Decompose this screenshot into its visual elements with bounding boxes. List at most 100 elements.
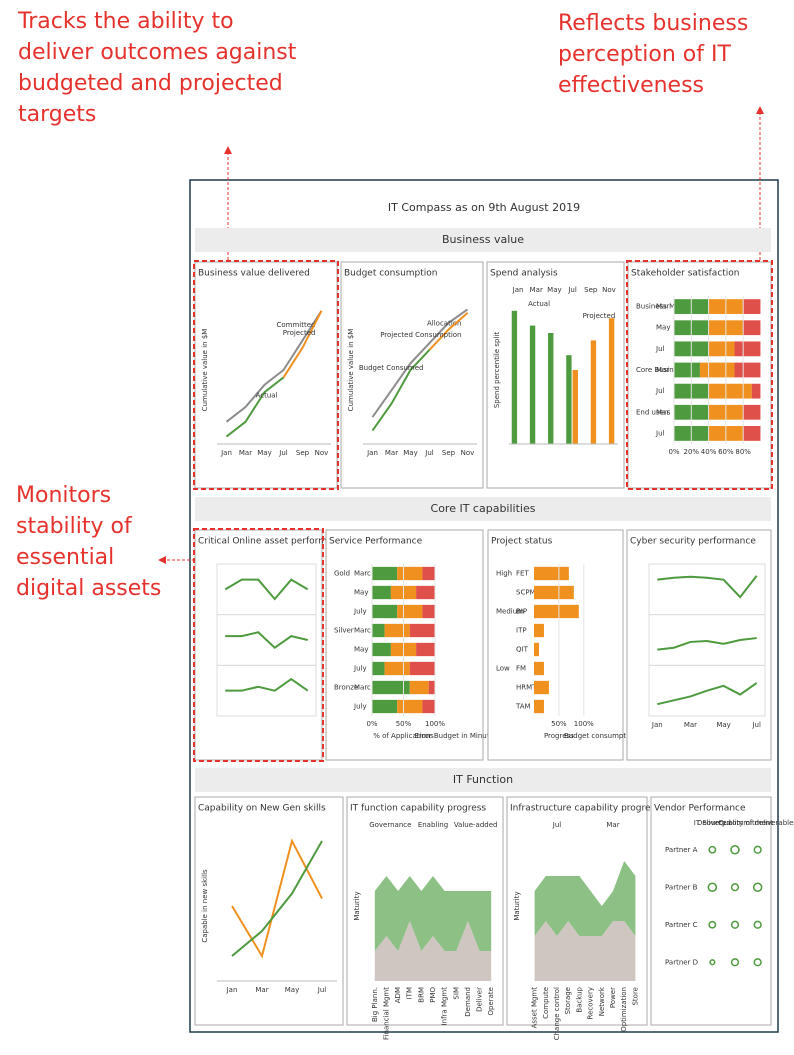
x-tick-label: Mar bbox=[530, 286, 543, 294]
column-header: IT Sourced bbox=[694, 819, 731, 827]
x-tick-label: Jul bbox=[278, 449, 288, 457]
y-label: Spend percentile split bbox=[493, 332, 501, 409]
row-label: FET bbox=[516, 570, 529, 578]
panel-title: Stakeholder satisfaction bbox=[631, 269, 740, 279]
area bbox=[534, 861, 636, 936]
x-tick-label: Sep bbox=[584, 286, 598, 294]
row-label: SCPM bbox=[516, 589, 536, 597]
subplot bbox=[216, 664, 317, 717]
panel-title: Vendor Performance bbox=[654, 804, 746, 814]
series-line bbox=[225, 310, 323, 423]
series-line bbox=[657, 682, 758, 706]
x-tick-label: Jul bbox=[751, 721, 761, 729]
row-label: Mar bbox=[656, 366, 669, 374]
dot bbox=[708, 845, 717, 854]
panel bbox=[340, 261, 484, 489]
x-tick-label: Nov bbox=[315, 449, 329, 457]
x-tick-label: May bbox=[403, 449, 417, 457]
x-tick-label: Nov bbox=[461, 449, 475, 457]
x-tick-label: Recovery bbox=[587, 987, 595, 1019]
x-tick-label: Mar bbox=[239, 449, 252, 457]
x-tick-label: 80% bbox=[735, 448, 751, 456]
panel-title: IT function capability progress bbox=[350, 804, 486, 814]
panel bbox=[486, 261, 625, 489]
dot bbox=[730, 958, 740, 967]
x-tick-label: May bbox=[716, 721, 730, 729]
annotation: digital assets bbox=[16, 576, 161, 601]
y-label: Capable in new skills bbox=[201, 869, 209, 943]
row-label: May bbox=[354, 646, 368, 654]
section-header bbox=[195, 497, 771, 521]
x-tick-label: Network bbox=[598, 986, 606, 1016]
x-label: Error Budget in Minutes bbox=[415, 732, 498, 740]
x-tick-label: Mar bbox=[684, 721, 697, 729]
bar-segment bbox=[699, 362, 735, 378]
x-tick-label: Jan bbox=[512, 286, 524, 294]
bar-segment bbox=[416, 585, 435, 600]
bar-segment bbox=[674, 362, 700, 378]
x-tick-label: Big Plann. bbox=[371, 987, 379, 1022]
row-label: July bbox=[353, 665, 367, 673]
group-label: Silver bbox=[334, 627, 354, 635]
bar-segment bbox=[409, 680, 429, 695]
series-label: Actual bbox=[256, 391, 278, 399]
panel-title: Business value delivered bbox=[198, 269, 310, 279]
x-tick-label: Mar bbox=[255, 986, 268, 994]
x-tick-label: ITM bbox=[406, 987, 414, 999]
panel bbox=[626, 529, 772, 761]
row-label: July bbox=[353, 608, 367, 616]
panel-title: Service Performance bbox=[329, 537, 423, 547]
x-tick-label: Demand bbox=[464, 987, 472, 1017]
dot bbox=[730, 845, 740, 855]
bar-segment bbox=[397, 566, 423, 581]
series-label: Allocation bbox=[427, 319, 462, 327]
series-line bbox=[231, 840, 323, 957]
bar bbox=[608, 318, 615, 444]
bar-segment bbox=[372, 680, 410, 695]
group-label: Business Mgmt bbox=[636, 303, 689, 311]
series-line bbox=[225, 631, 308, 650]
highlight-box bbox=[193, 528, 324, 762]
x-tick-label: Jul bbox=[317, 986, 327, 994]
bar-segment bbox=[743, 426, 761, 441]
series-label: Projected Consumption bbox=[380, 331, 461, 339]
row-label: TAM bbox=[515, 703, 531, 711]
column-header: Value-added bbox=[454, 821, 498, 829]
section-header bbox=[195, 768, 771, 792]
x-tick-label: Backup bbox=[575, 986, 583, 1012]
highlight-box bbox=[626, 260, 773, 490]
panel-title: Project status bbox=[491, 537, 553, 547]
row-label: HRMT bbox=[516, 684, 537, 692]
group-label: Core Business bbox=[636, 366, 686, 374]
panel-title: Critical Online asset performance bbox=[198, 537, 349, 547]
bar-segment bbox=[534, 585, 574, 600]
row-label: Partner B bbox=[665, 883, 698, 891]
row-label: Jul bbox=[655, 345, 665, 353]
bar-segment bbox=[534, 699, 544, 714]
bar-segment bbox=[428, 680, 435, 695]
dot bbox=[753, 845, 762, 854]
x-tick-label: Store bbox=[631, 987, 639, 1006]
bar-segment bbox=[397, 699, 423, 714]
x-tick-label: Jan bbox=[226, 986, 238, 994]
panel bbox=[650, 796, 772, 1026]
x-tick-label: 0% bbox=[668, 448, 679, 456]
bar-segment bbox=[384, 623, 410, 638]
series-line bbox=[224, 578, 309, 601]
section-title: IT Function bbox=[453, 773, 513, 786]
x-tick-label: Operate bbox=[487, 987, 495, 1015]
annotation: deliver outcomes against bbox=[18, 40, 297, 65]
series-label: Projected bbox=[583, 312, 616, 320]
group-label: Low bbox=[496, 665, 510, 673]
row-label: Mar bbox=[656, 408, 669, 416]
annotation: essential bbox=[16, 545, 114, 570]
x-tick-label: BRM bbox=[417, 987, 425, 1003]
bar-segment bbox=[372, 661, 385, 676]
bar-segment bbox=[409, 623, 435, 638]
x-tick-label: Infra Mgmt bbox=[441, 987, 449, 1026]
panel bbox=[194, 529, 323, 761]
row-label: Jul bbox=[655, 429, 665, 437]
bar-segment bbox=[743, 404, 761, 420]
annotation: budgeted and projected bbox=[18, 71, 283, 96]
x-tick-label: Deliver bbox=[476, 987, 484, 1012]
